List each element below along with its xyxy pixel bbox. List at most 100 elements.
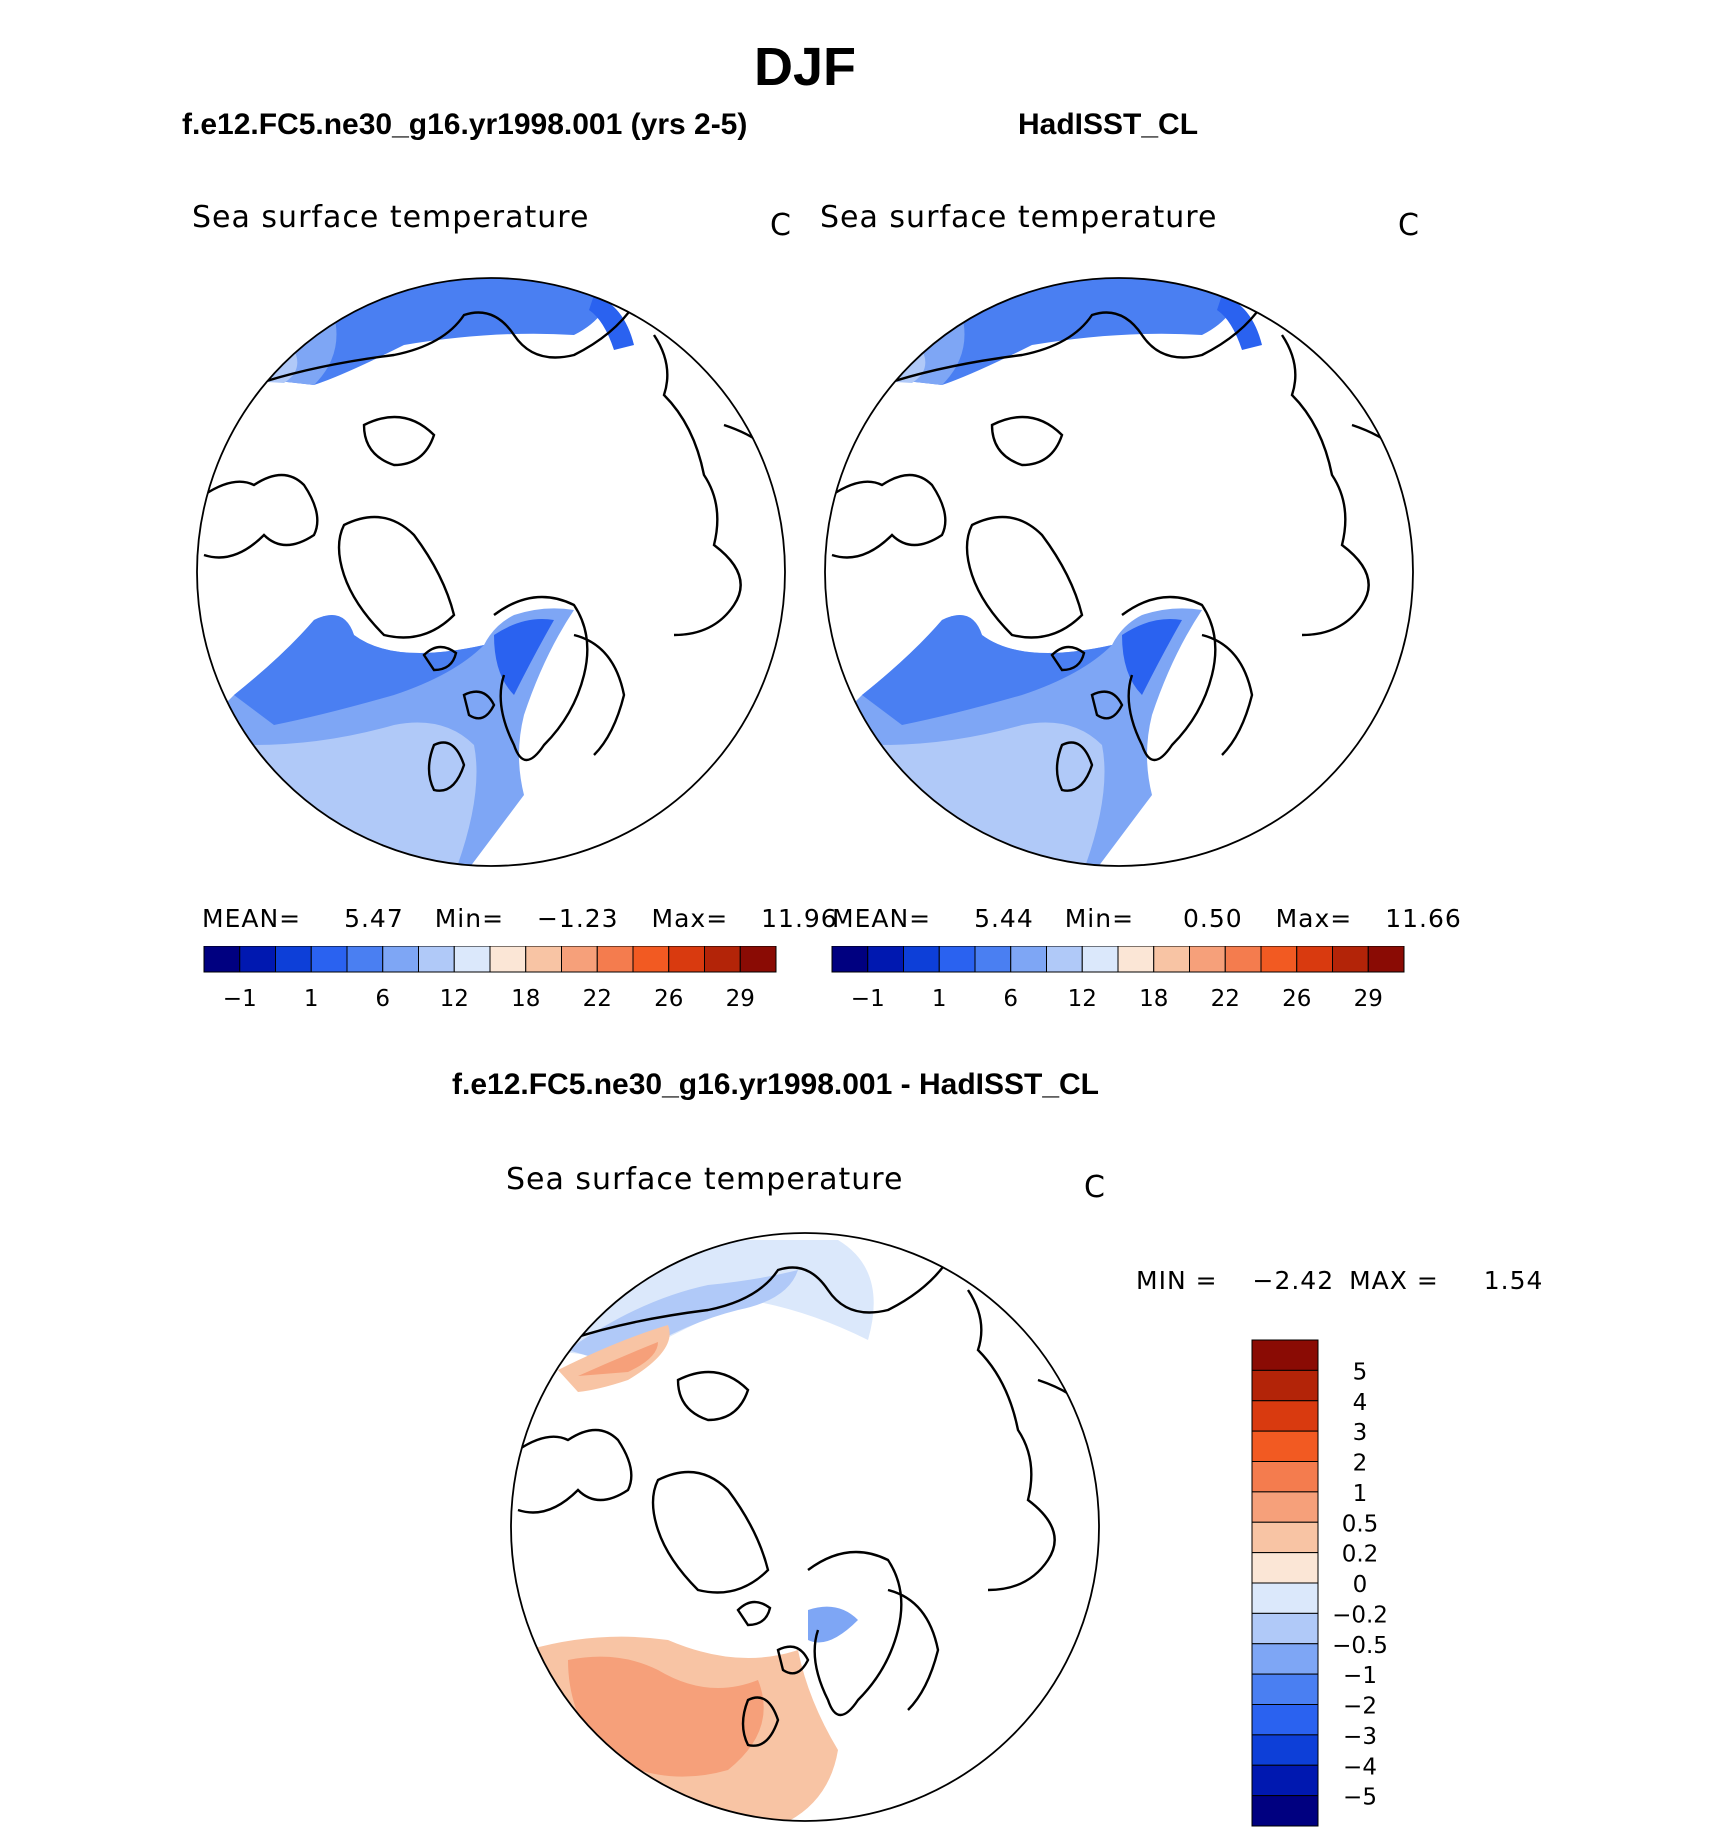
colorbar-tick-label: 0.2: [1342, 1542, 1379, 1568]
coastline: [741, 1696, 780, 1747]
colorbar-tick-label: −0.2: [1332, 1602, 1388, 1628]
colorbar-tick-label: 29: [726, 986, 755, 1012]
colorbar-box: [1251, 1643, 1319, 1675]
colorbar-box: [1251, 1582, 1319, 1614]
colorbar-box: [382, 946, 419, 973]
left-max-value: 11.96: [761, 904, 838, 933]
colorbar-tick-label: 6: [1003, 986, 1018, 1012]
coastline: [203, 473, 319, 559]
colorbar-tick-label: 3: [1353, 1420, 1368, 1446]
right-panel-title: HadISST_CL: [1018, 108, 1199, 141]
colorbar-tick-label: 22: [1211, 986, 1240, 1012]
colorbar-box: [632, 946, 670, 973]
right-colorbar: −1 1 6 12 18 22 26 29: [831, 946, 1405, 1012]
right-map-units-label: C: [1398, 208, 1420, 243]
colorbar-tick-label: 5: [1353, 1359, 1368, 1385]
diff-colorbar: 5 4 3 2 1 0.5 0.2 0 −0.2 −0.5 −1 −2 −3 −4 −5: [1251, 1339, 1388, 1827]
coastline: [1037, 1378, 1084, 1406]
coastline: [990, 415, 1064, 467]
map-field: [197, 278, 770, 866]
ocean-temperature-region: [1122, 619, 1182, 695]
coastline: [1351, 423, 1398, 451]
colorbar-tick-label: 18: [1139, 986, 1168, 1012]
coastline: [651, 1470, 770, 1594]
coastline: [736, 1600, 772, 1627]
coastline: [965, 515, 1084, 639]
ocean-temperature-region: [862, 350, 926, 383]
colorbar-box: [1117, 946, 1155, 973]
map-boundary: [196, 277, 786, 867]
page-title: DJF: [753, 37, 856, 97]
colorbar-box: [1189, 946, 1226, 973]
colorbar-box: [1260, 946, 1298, 973]
colorbar-tick-label: 1: [932, 986, 947, 1012]
colorbar-box: [1332, 946, 1369, 973]
ocean-temperature-region: [234, 615, 484, 725]
colorbar-tick-label: 1: [1353, 1481, 1368, 1507]
ocean-anomaly-region: [808, 1606, 858, 1643]
coastline: [887, 1588, 940, 1711]
colorbar-box: [239, 946, 276, 973]
colorbar-box: [1224, 946, 1262, 973]
coastline: [776, 1645, 810, 1675]
diff-max-value: 1.54: [1483, 1266, 1544, 1295]
colorbar-box: [1251, 1521, 1319, 1554]
diff-map-variable-label: Sea surface temperature: [506, 1162, 904, 1197]
colorbar-box: [938, 946, 976, 973]
map-boundary: [824, 277, 1414, 867]
left-min-value: −1.23: [536, 904, 619, 933]
coastline: [1281, 334, 1370, 637]
map-boundary: [510, 1232, 1100, 1822]
ocean-anomaly-region: [568, 1656, 764, 1777]
colorbar-tick-label: 2: [1353, 1451, 1368, 1477]
colorbar-box: [903, 946, 940, 973]
colorbar-tick-label: 0: [1353, 1572, 1368, 1598]
coastline: [1201, 633, 1254, 756]
colorbar-box: [275, 946, 312, 973]
left-min-label: Min=: [434, 904, 505, 933]
left-max-label: Max=: [651, 904, 729, 933]
left-polar-map: [196, 277, 786, 867]
colorbar-box: [1251, 1430, 1319, 1462]
colorbar-box: [867, 946, 904, 973]
diff-min-label: MIN =: [1136, 1266, 1218, 1295]
ocean-temperature-region: [494, 619, 554, 695]
colorbar-tick-label: 22: [583, 986, 612, 1012]
colorbar-box: [1251, 1734, 1319, 1766]
left-map-units-label: C: [770, 208, 792, 243]
colorbar-box: [704, 946, 741, 973]
colorbar-tick-label: −1: [223, 986, 257, 1012]
colorbar-tick-label: 12: [440, 986, 469, 1012]
map-field: [825, 278, 1398, 866]
coastline: [427, 741, 466, 792]
right-mean-value: 5.44: [974, 904, 1034, 933]
right-polar-map: [824, 277, 1414, 867]
diff-map-stats: MIN = −2.42 MAX = 1.54: [1136, 1266, 1543, 1295]
colorbar-box: [203, 946, 241, 973]
diff-panel-title: f.e12.FC5.ne30_g16.yr1998.001 - HadISST_…: [452, 1068, 1099, 1101]
left-colorbar: −1 1 6 12 18 22 26 29: [203, 946, 777, 1012]
ocean-temperature-region: [862, 615, 1112, 725]
colorbar-tick-label: −0.5: [1332, 1633, 1388, 1659]
left-panel-title: f.e12.FC5.ne30_g16.yr1998.001 (yrs 2-5): [182, 108, 748, 141]
right-map-stats: MEAN= 5.44 Min= 0.50 Max= 11.66: [832, 904, 1462, 933]
colorbar-box: [1046, 946, 1083, 973]
coastline: [676, 1370, 750, 1422]
right-min-label: Min=: [1064, 904, 1135, 933]
colorbar-tick-label: 26: [654, 986, 683, 1012]
colorbar-box: [310, 946, 348, 973]
colorbar-box: [1251, 1461, 1319, 1493]
diff-map-units-label: C: [1084, 1170, 1106, 1205]
colorbar-box: [1251, 1795, 1319, 1827]
colorbar-box: [1010, 946, 1047, 973]
colorbar-tick-label: 6: [375, 986, 390, 1012]
colorbar-tick-label: −5: [1343, 1785, 1377, 1811]
coastline: [573, 633, 626, 756]
colorbar-box: [1251, 1612, 1319, 1645]
colorbar-box: [1251, 1552, 1319, 1584]
left-map-variable-label: Sea surface temperature: [192, 200, 590, 235]
colorbar-box: [596, 946, 634, 973]
colorbar-box: [1251, 1369, 1319, 1402]
diff-min-value: −2.42: [1252, 1266, 1335, 1295]
colorbar-box: [831, 946, 869, 973]
